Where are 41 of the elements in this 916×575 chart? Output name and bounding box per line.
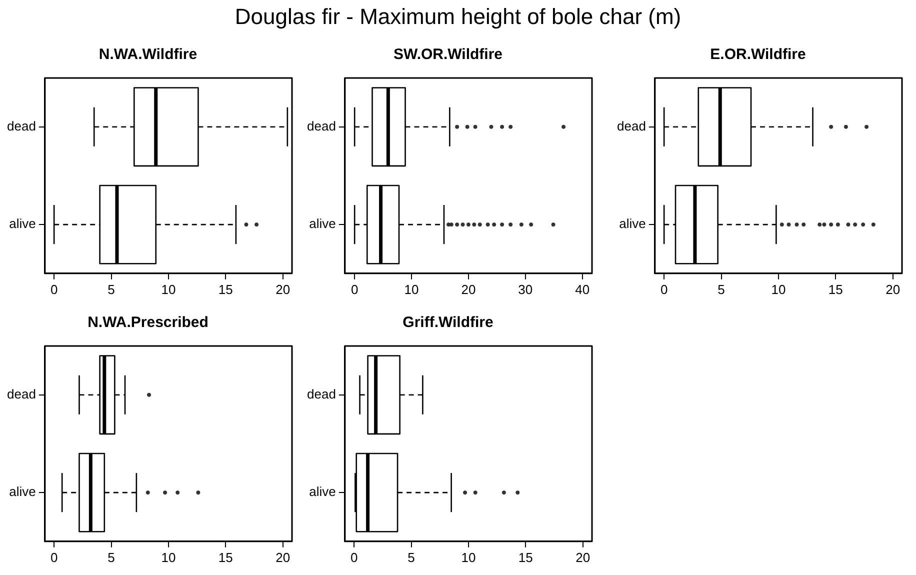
x-tick-label: 20 (461, 282, 476, 297)
y-tick-label: dead (7, 386, 36, 402)
x-tick-label: 5 (108, 282, 115, 297)
x-tick-label: 15 (518, 550, 533, 565)
y-tick-label: dead (307, 386, 336, 402)
x-tick-label: 10 (404, 282, 419, 297)
x-tick-label: 0 (350, 550, 358, 565)
chart-title: N.WA.Prescribed (88, 314, 208, 332)
x-tick-label: 15 (218, 550, 233, 565)
x-tick-label: 40 (575, 282, 590, 297)
x-tick-label: 10 (161, 282, 176, 297)
x-tick-label: 20 (276, 550, 290, 565)
x-tick-label: 20 (276, 282, 290, 297)
x-tick-label: 0 (350, 282, 358, 297)
x-tick-label: 15 (218, 282, 233, 297)
x-tick-label: 0 (50, 282, 58, 297)
x-tick-label: 20 (886, 282, 900, 297)
y-tick-label: alive (9, 484, 36, 500)
y-tick-label: dead (307, 118, 336, 134)
y-tick-label: dead (7, 118, 36, 134)
chart-title: E.OR.Wildfire (710, 46, 806, 64)
chart-title: N.WA.Wildfire (98, 46, 198, 64)
text: Douglas fir - Maximum height of bole char (m) (234, 4, 682, 30)
x-tick-label: 0 (660, 282, 668, 297)
x-tick-label: 5 (408, 550, 415, 565)
chart-title: Griff.Wildfire (402, 314, 494, 332)
y-tick-label: alive (309, 216, 336, 232)
chart-title: SW.OR.Wildfire (393, 46, 503, 64)
x-tick-label: 5 (718, 282, 725, 297)
x-tick-label: 10 (771, 282, 786, 297)
x-tick-label: 10 (161, 550, 176, 565)
y-tick-label: dead (617, 118, 646, 134)
x-tick-label: 30 (518, 282, 533, 297)
y-tick-label: alive (9, 216, 36, 232)
y-tick-label: alive (309, 484, 336, 500)
x-tick-label: 0 (50, 550, 58, 565)
x-tick-label: 5 (108, 550, 115, 565)
x-tick-label: 20 (576, 550, 590, 565)
y-tick-label: alive (619, 216, 646, 232)
x-tick-label: 15 (828, 282, 843, 297)
x-tick-label: 10 (461, 550, 476, 565)
